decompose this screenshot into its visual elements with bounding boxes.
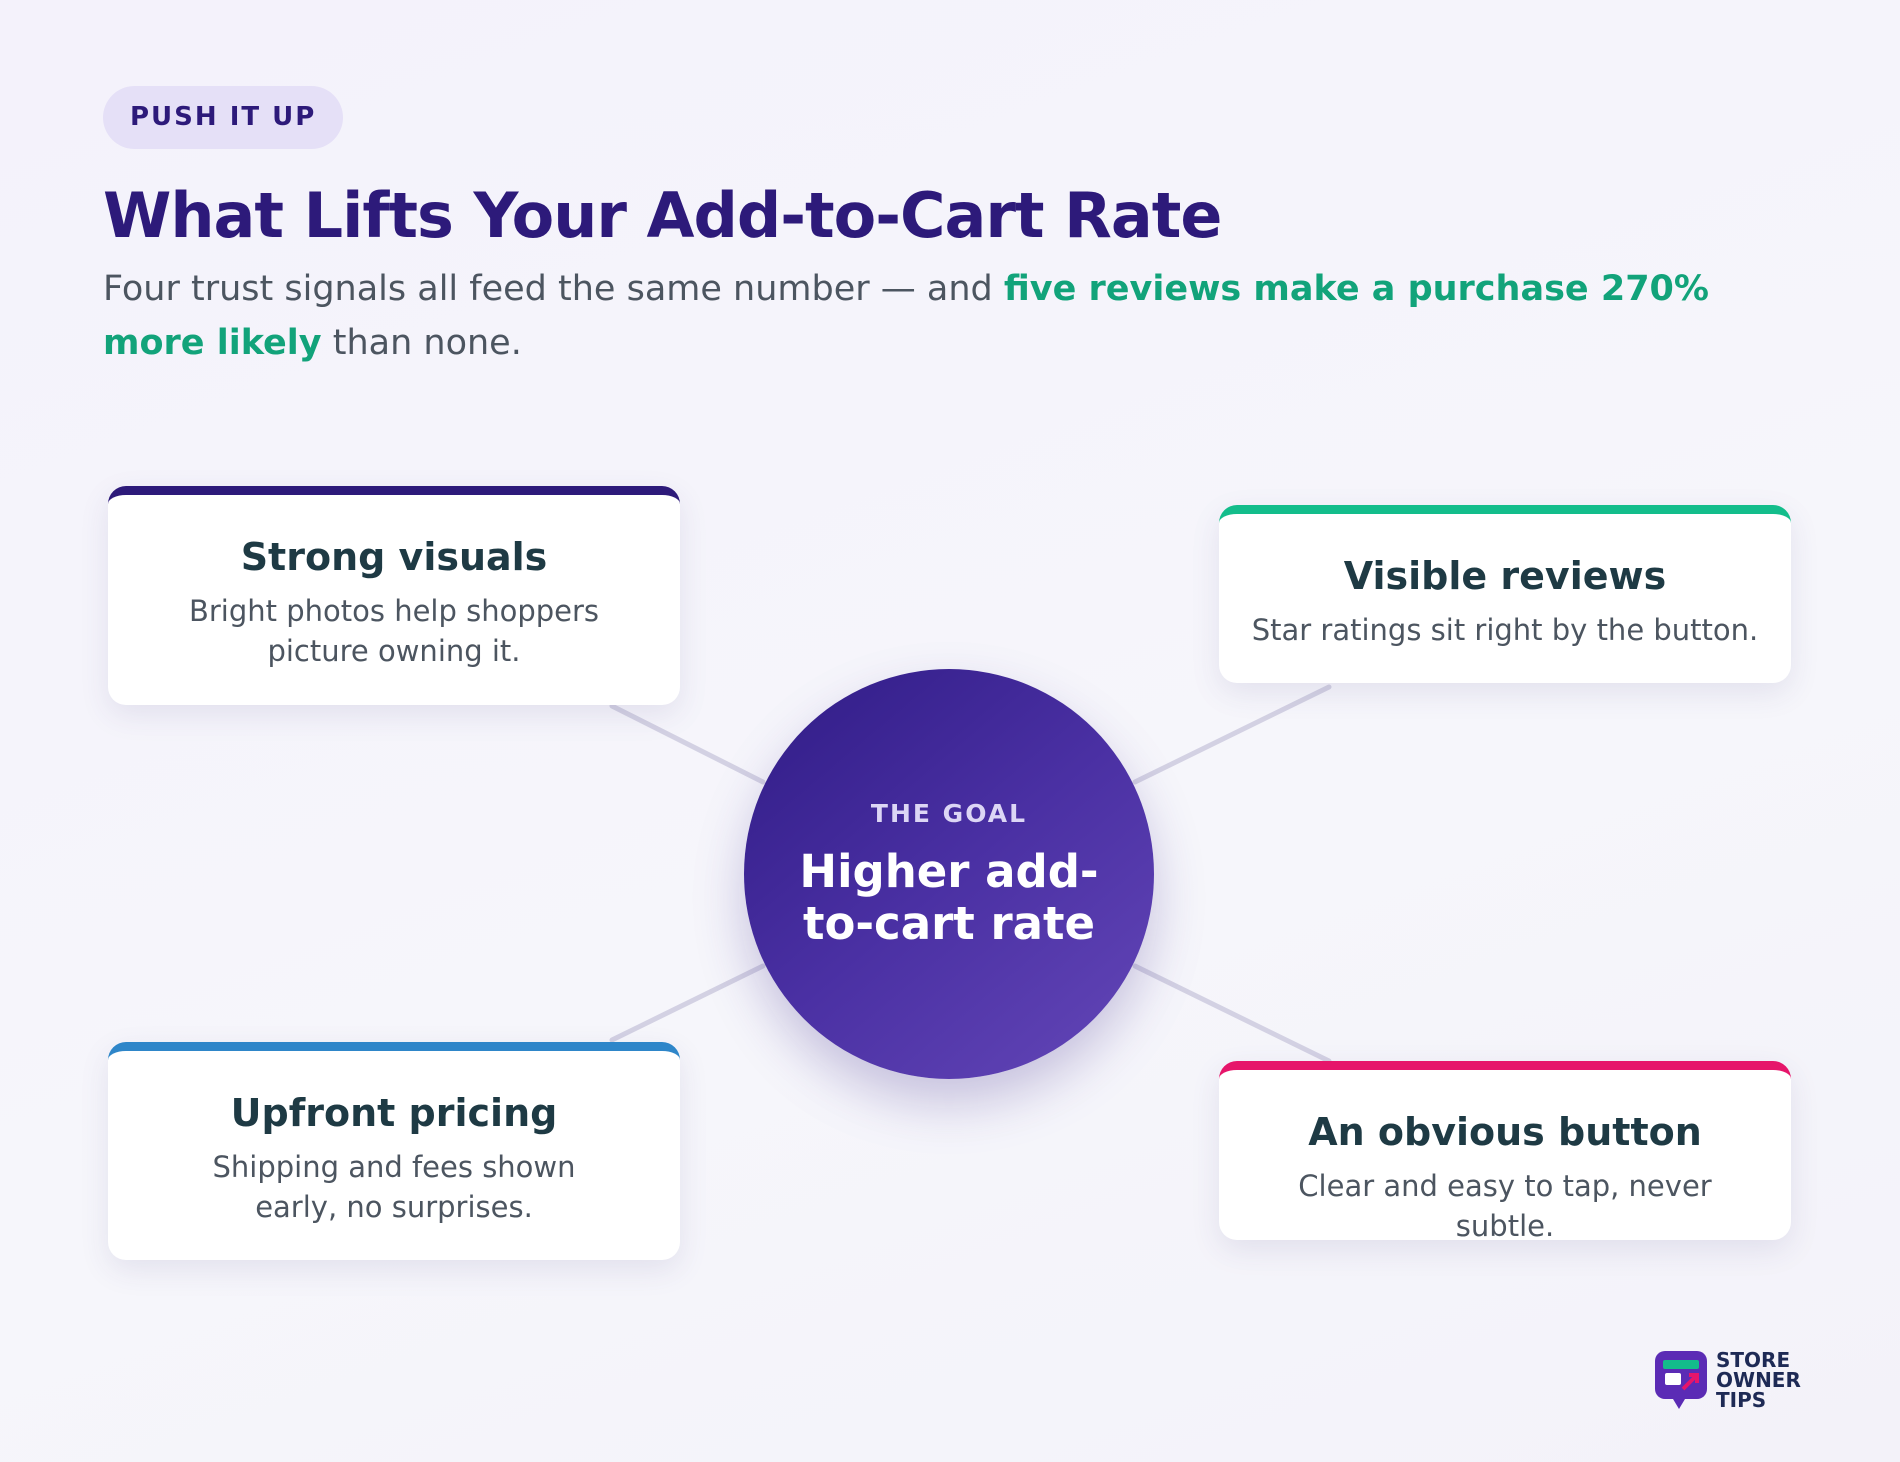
connector	[609, 703, 766, 785]
logo-icon	[1655, 1351, 1707, 1409]
card-description: Star ratings sit right by the button.	[1251, 613, 1759, 647]
goal-circle: THE GOAL Higher add-to-cart rate	[744, 669, 1154, 1079]
goal-text: Higher add-to-cart rate	[799, 845, 1099, 950]
subtitle: Four trust signals all feed the same num…	[103, 262, 1783, 370]
logo-line: TIPS	[1716, 1388, 1767, 1412]
goal-label: THE GOAL	[870, 799, 1028, 828]
subtitle-text: Four trust signals all feed the same num…	[103, 269, 1004, 309]
connector	[609, 963, 766, 1043]
card-description: Shipping and fees shown early, no surpri…	[212, 1150, 576, 1224]
logo-text: STORE OWNER TIPS	[1716, 1350, 1801, 1410]
title: What Lifts Your Add-to-Cart Rate	[103, 179, 1222, 252]
card: Strong visuals Bright photos help shoppe…	[108, 486, 680, 705]
card: Upfront pricing Shipping and fees shown …	[108, 1042, 680, 1260]
logo-line: OWNER	[1716, 1368, 1801, 1392]
badge: PUSH IT UP	[103, 86, 344, 149]
connector	[1132, 684, 1332, 785]
logo-line: STORE	[1716, 1348, 1791, 1372]
connector	[1132, 963, 1332, 1064]
card-title: Strong visuals	[240, 535, 548, 579]
card-title: An obvious button	[1308, 1110, 1702, 1154]
card: Visible reviews Star ratings sit right b…	[1219, 505, 1791, 683]
card: An obvious button Clear and easy to tap,…	[1219, 1061, 1791, 1243]
subtitle-highlight: five reviews make a purchase 270% more l…	[103, 269, 1709, 363]
card-title: Upfront pricing	[230, 1091, 558, 1135]
subtitle-text: than none.	[321, 323, 522, 363]
card-description: Bright photos help shoppers picture owni…	[188, 594, 600, 668]
card-title: Visible reviews	[1343, 554, 1667, 598]
card-description: Clear and easy to tap, never subtle.	[1298, 1169, 1712, 1243]
